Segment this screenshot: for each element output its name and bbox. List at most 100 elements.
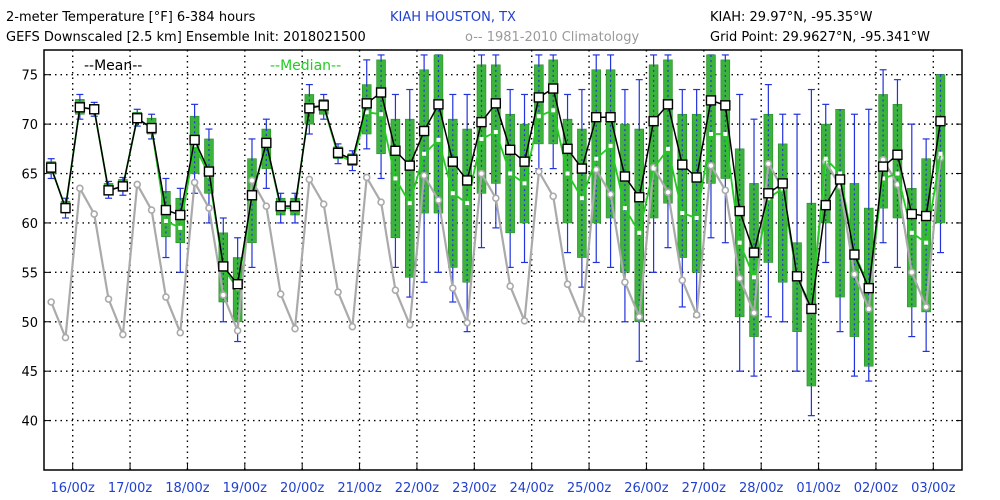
median-point <box>909 230 914 235</box>
mean-point <box>562 143 573 155</box>
median-point <box>178 225 183 230</box>
mean-point <box>820 199 831 211</box>
median-point <box>737 240 742 245</box>
ensemble-box <box>691 113 702 273</box>
median-point <box>436 137 441 142</box>
median-point <box>565 171 570 176</box>
climatology-point <box>463 318 471 327</box>
mean-point <box>504 144 516 156</box>
median-point <box>163 218 168 223</box>
median-point <box>938 151 943 156</box>
climatology-point <box>61 333 70 342</box>
median-point <box>536 114 541 119</box>
climatology-point <box>76 184 84 193</box>
mean-point <box>834 174 846 185</box>
x-tick-label: 23/00z <box>452 481 496 496</box>
mean-point <box>648 115 659 127</box>
mean-point <box>132 112 143 124</box>
median-point <box>608 143 613 148</box>
median-point <box>551 108 556 113</box>
mean-point <box>246 190 258 201</box>
median-point <box>594 156 599 161</box>
y-tick-label: 65 <box>21 168 38 183</box>
median-point <box>379 112 384 117</box>
climatology-point <box>635 313 644 321</box>
mean-point <box>906 208 917 220</box>
mean-point <box>748 247 760 258</box>
mean-point <box>375 87 387 98</box>
mean-point <box>418 125 430 137</box>
climatology-point <box>420 171 428 180</box>
climatology-point <box>305 175 314 184</box>
climatology-point <box>291 324 299 333</box>
climatology-point <box>348 322 357 331</box>
mean-point <box>189 134 200 146</box>
mean-point <box>289 200 301 212</box>
mean-point <box>490 98 502 109</box>
legend-median: --Median-- <box>270 58 341 74</box>
mean-point <box>433 99 444 110</box>
mean-point <box>892 149 903 160</box>
climatology-point <box>119 330 127 339</box>
climatology-point <box>334 288 342 296</box>
x-tick-label: 24/00z <box>510 481 554 496</box>
ensemble-box <box>361 84 372 135</box>
climatology-point <box>319 200 328 208</box>
median-point <box>723 132 728 136</box>
mean-point <box>117 181 129 192</box>
mean-point <box>619 171 631 182</box>
x-tick-label: 21/00z <box>337 481 381 496</box>
y-tick-label: 75 <box>21 69 38 84</box>
mean-point <box>877 161 889 172</box>
climatology-point <box>262 202 271 210</box>
median-point <box>479 136 484 141</box>
mean-point <box>160 204 172 216</box>
climatology-point <box>434 196 443 205</box>
mean-point <box>591 111 602 123</box>
median-point <box>823 156 828 161</box>
climatology-point <box>147 206 156 214</box>
mean-point <box>103 185 114 196</box>
median-point <box>881 176 886 181</box>
median-point <box>493 130 498 135</box>
mean-point <box>447 156 458 167</box>
mean-point <box>720 100 731 111</box>
median-point <box>579 196 584 201</box>
climatology-point <box>362 173 371 182</box>
mean-point <box>691 172 702 183</box>
climatology-point <box>535 167 543 176</box>
median-point <box>622 206 627 211</box>
y-tick-label: 50 <box>21 316 38 331</box>
climatology-point <box>90 210 99 218</box>
median-point <box>752 275 757 280</box>
y-tick-label: 40 <box>21 415 38 430</box>
x-tick-label: 19/00z <box>223 481 267 496</box>
mean-point <box>863 282 874 294</box>
climatology-point <box>377 198 385 206</box>
climatology-point <box>391 286 400 294</box>
climatology-point <box>448 284 457 292</box>
climatology-point <box>47 298 55 306</box>
climatology-point <box>750 309 758 317</box>
median-point <box>708 132 713 136</box>
climatology-point <box>592 165 601 174</box>
mean-point <box>45 162 57 173</box>
mean-point <box>74 102 86 113</box>
mean-point <box>605 111 616 123</box>
climatology-point <box>707 161 715 170</box>
median-point <box>895 171 900 176</box>
climatology-point <box>205 204 213 212</box>
climatology-point <box>864 305 873 313</box>
x-tick-label: 22/00z <box>395 481 439 496</box>
climatology-point <box>721 186 730 195</box>
station-name: KIAH HOUSTON, TX <box>390 10 516 25</box>
mean-point <box>318 100 329 111</box>
mean-point <box>662 99 674 110</box>
y-tick-label: 70 <box>21 118 38 133</box>
median-point <box>665 146 670 151</box>
median-point <box>422 151 427 156</box>
mean-point <box>404 160 415 171</box>
mean-point <box>576 163 588 174</box>
mean-point <box>89 104 100 115</box>
